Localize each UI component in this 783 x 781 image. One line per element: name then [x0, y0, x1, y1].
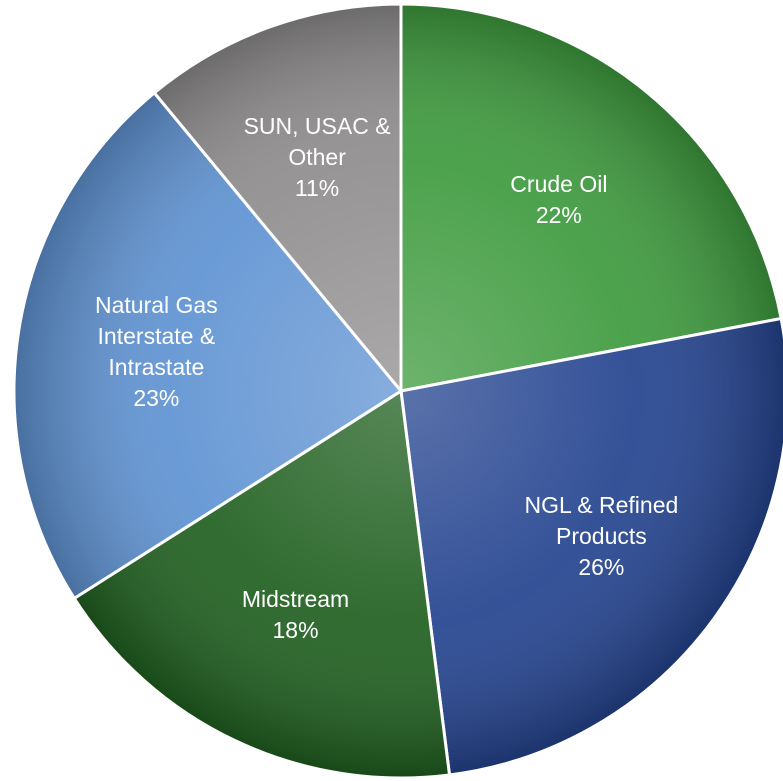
slice-shade [72, 388, 452, 780]
category-label: NGL & Refined Products [524, 492, 679, 550]
value-label: 22% [535, 202, 582, 229]
slice-group [72, 388, 452, 780]
label-box: Crude Oil 22% [471, 120, 647, 280]
slice-label: NGL & Refined Products 26% [513, 457, 689, 617]
slice-label: SUN, USAC & Other 11% [229, 78, 405, 238]
slice-shade [152, 2, 403, 396]
value-label: 23% [133, 385, 180, 412]
category-label: Midstream [241, 586, 350, 613]
slice-label: Natural Gas Interstate & Intrastate 23% [68, 272, 244, 432]
label-box: Midstream 18% [208, 535, 384, 695]
category-label: Natural Gas Interstate & Intrastate [95, 292, 218, 381]
slice-shade [399, 316, 783, 777]
slice-group [152, 2, 403, 396]
category-label: Crude Oil [510, 171, 608, 198]
slice-shade [399, 2, 783, 393]
label-box: SUN, USAC & Other 11% [229, 78, 405, 238]
slice-group [399, 316, 783, 777]
label-box: NGL & Refined Products 26% [513, 457, 689, 617]
value-label: 26% [578, 554, 625, 581]
category-label: SUN, USAC & Other [243, 113, 391, 171]
value-label: 11% [294, 175, 340, 202]
slice-label: Crude Oil 22% [471, 120, 647, 280]
slice-group [12, 90, 404, 601]
slice-label: Midstream 18% [208, 535, 384, 695]
slice-shade [12, 90, 404, 601]
label-box: Natural Gas Interstate & Intrastate 23% [68, 272, 244, 432]
value-label: 18% [272, 617, 319, 644]
slice-group [399, 2, 783, 393]
